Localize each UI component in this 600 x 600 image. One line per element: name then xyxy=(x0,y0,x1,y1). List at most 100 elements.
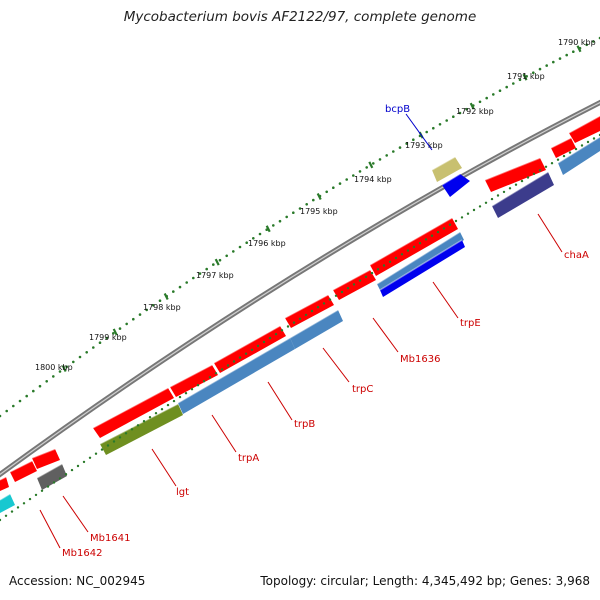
cds-red-block-shine xyxy=(31,448,56,459)
tick-dot xyxy=(538,67,542,71)
tick-dot xyxy=(245,241,248,244)
blue-feature[interactable] xyxy=(379,239,465,297)
inner-dot xyxy=(4,514,8,517)
major-tick xyxy=(265,225,271,233)
inner-dot xyxy=(484,201,488,204)
gray-feature[interactable] xyxy=(36,463,67,490)
tick-dot xyxy=(272,224,275,227)
inner-dot xyxy=(274,333,278,336)
cds-red-block[interactable] xyxy=(169,364,218,397)
inner-dot xyxy=(112,440,116,443)
steel-blue-feature[interactable] xyxy=(557,136,600,175)
inner-dot xyxy=(148,416,152,419)
cyan-feature[interactable] xyxy=(0,493,15,513)
major-tick xyxy=(61,364,67,372)
steel-blue-feature-shine xyxy=(177,337,291,404)
tick-dot xyxy=(445,119,449,122)
inner-dot xyxy=(430,234,434,237)
steel-blue-feature[interactable] xyxy=(289,309,343,349)
tick-dot xyxy=(125,322,128,326)
inner-dot xyxy=(58,477,62,480)
inner-dot xyxy=(328,298,332,301)
gene-label-mb1641: Mb1641 xyxy=(90,533,130,544)
bcpB-feature[interactable] xyxy=(441,173,470,197)
cds-red-block-shine xyxy=(284,294,329,319)
kbp-tick-labels: 1790 kbp 1791 kbp 1792 kbp 1793 kbp 1794 kbp… xyxy=(35,38,596,372)
cds-red-block-body xyxy=(285,295,334,328)
cds-red-block[interactable] xyxy=(9,460,37,482)
inner-dot xyxy=(160,408,164,411)
tick-dot xyxy=(58,370,62,373)
inner-dot xyxy=(544,165,548,168)
khaki-feature-body xyxy=(432,157,462,182)
inner-dot xyxy=(370,271,374,275)
cds-red-block[interactable] xyxy=(484,157,546,192)
cds-red-block-shine xyxy=(0,476,7,481)
inner-dot xyxy=(184,392,188,395)
tick-dot xyxy=(172,290,175,293)
tick-dot xyxy=(212,263,215,266)
inner-dot xyxy=(220,368,224,371)
olive-feature[interactable] xyxy=(99,403,183,455)
navy-feature[interactable] xyxy=(491,171,554,218)
cds-red-block[interactable] xyxy=(550,137,576,158)
gene-labels: bcpB chaA trpE Mb1636 trpC trpB trpA lgt Mb1641 M… xyxy=(62,104,589,559)
inner-dot xyxy=(406,249,410,252)
tick-dot xyxy=(585,43,588,47)
tick-dot xyxy=(498,89,502,92)
gray-feature-shine xyxy=(36,463,63,479)
tick-dot xyxy=(178,285,182,289)
tick-dot xyxy=(65,365,68,369)
cds-red-block-body xyxy=(170,365,218,397)
blue-feature-shine xyxy=(379,239,463,291)
tick-dot xyxy=(572,50,575,53)
steel-blue-feature-body xyxy=(377,232,464,292)
tick-dot xyxy=(458,111,462,115)
khaki-feature[interactable] xyxy=(431,156,462,182)
tick-dot xyxy=(592,40,595,43)
tick-dot xyxy=(565,53,568,57)
olive-feature-shine xyxy=(99,403,179,445)
inner-dot xyxy=(106,444,110,447)
inner-dot xyxy=(64,473,68,476)
tick-dot xyxy=(432,126,435,130)
blue-feature-body xyxy=(380,240,465,297)
cds-red-block-body xyxy=(214,326,286,373)
cds-red-block[interactable] xyxy=(0,476,9,491)
tick-dot xyxy=(238,245,242,249)
cds-red-block[interactable] xyxy=(568,115,600,143)
leader-line xyxy=(211,414,237,453)
gene-label-leaders xyxy=(39,113,563,549)
tick-dot xyxy=(152,304,155,307)
tick-dot xyxy=(325,190,329,194)
cds-red-block-body xyxy=(32,449,60,469)
khaki-feature-shine xyxy=(431,156,456,171)
cds-red-block[interactable] xyxy=(284,294,334,328)
tick-dot xyxy=(118,327,122,330)
cds-red-block-shine xyxy=(213,325,281,364)
steel-blue-feature[interactable] xyxy=(177,337,295,414)
tick-dot xyxy=(545,64,548,67)
leader-line xyxy=(151,448,177,487)
tick-dot xyxy=(478,100,482,104)
cds-red-block[interactable] xyxy=(92,387,174,438)
tick-dot xyxy=(5,409,8,413)
inner-dot xyxy=(472,208,476,212)
tick-dot xyxy=(158,299,162,303)
inner-dot xyxy=(526,176,530,179)
inner-dot xyxy=(34,493,38,497)
inner-dot xyxy=(400,253,404,256)
inner-dot xyxy=(490,197,494,201)
kbp-tick-label: 1794 kbp xyxy=(354,175,392,184)
inner-dot xyxy=(310,309,314,313)
cds-red-block[interactable] xyxy=(31,448,60,469)
kbp-tick-label: 1792 kbp xyxy=(456,107,494,116)
gene-features[interactable] xyxy=(0,115,600,513)
steel-blue-feature[interactable] xyxy=(376,231,464,292)
inner-dot xyxy=(580,144,584,147)
major-tick xyxy=(316,192,322,200)
tick-dot xyxy=(452,115,455,118)
cds-red-block[interactable] xyxy=(213,325,286,373)
tick-dot xyxy=(38,384,42,388)
